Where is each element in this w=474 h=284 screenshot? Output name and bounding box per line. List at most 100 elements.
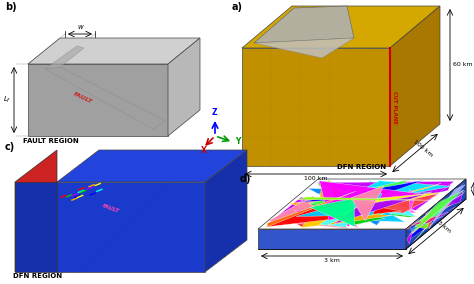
Polygon shape (406, 179, 466, 249)
Text: w: w (77, 24, 83, 30)
Polygon shape (317, 187, 384, 220)
Polygon shape (332, 202, 402, 216)
Text: X: X (201, 146, 207, 155)
Polygon shape (315, 185, 447, 223)
Polygon shape (423, 195, 451, 231)
Text: c): c) (5, 142, 15, 152)
Polygon shape (308, 188, 406, 225)
Polygon shape (297, 197, 432, 200)
Text: a): a) (232, 2, 243, 12)
Text: 3 km: 3 km (436, 220, 452, 234)
Polygon shape (310, 198, 355, 227)
Text: Z: Z (211, 108, 217, 117)
Polygon shape (410, 189, 415, 212)
Polygon shape (296, 203, 394, 220)
Polygon shape (283, 204, 378, 227)
Polygon shape (28, 64, 168, 136)
Polygon shape (294, 209, 426, 217)
Text: Y: Y (235, 137, 240, 146)
Text: FAULT: FAULT (102, 203, 120, 214)
Polygon shape (407, 230, 413, 244)
Text: DFN REGION: DFN REGION (13, 273, 62, 279)
Polygon shape (301, 193, 364, 228)
Polygon shape (336, 184, 436, 225)
Polygon shape (308, 203, 385, 225)
Text: DFN REGION: DFN REGION (337, 164, 387, 170)
Polygon shape (328, 213, 392, 225)
Polygon shape (350, 180, 416, 216)
Polygon shape (45, 46, 84, 69)
Polygon shape (283, 183, 402, 219)
Polygon shape (325, 181, 449, 220)
Polygon shape (423, 193, 464, 217)
Polygon shape (311, 198, 423, 226)
Polygon shape (429, 194, 463, 217)
Polygon shape (427, 191, 465, 215)
Polygon shape (319, 202, 359, 227)
Polygon shape (413, 200, 455, 229)
Polygon shape (268, 196, 348, 229)
Polygon shape (350, 184, 451, 220)
Polygon shape (324, 197, 418, 213)
Polygon shape (325, 181, 452, 210)
Text: FAULT REGION: FAULT REGION (23, 138, 79, 144)
Polygon shape (334, 194, 427, 224)
Polygon shape (364, 183, 441, 204)
Text: b): b) (5, 2, 17, 12)
Polygon shape (298, 180, 424, 202)
Polygon shape (319, 190, 373, 227)
Polygon shape (351, 186, 384, 221)
Polygon shape (413, 199, 453, 233)
Polygon shape (319, 181, 390, 194)
Polygon shape (310, 179, 409, 224)
Polygon shape (373, 197, 428, 204)
Text: d): d) (240, 174, 252, 184)
Text: 100 km: 100 km (412, 139, 434, 158)
Polygon shape (335, 192, 444, 217)
Polygon shape (412, 196, 457, 226)
Polygon shape (45, 67, 166, 129)
Text: $L_f$: $L_f$ (3, 95, 11, 105)
Polygon shape (407, 219, 419, 229)
Polygon shape (323, 211, 357, 222)
Polygon shape (329, 184, 429, 212)
Polygon shape (425, 190, 463, 214)
Polygon shape (410, 216, 443, 231)
Polygon shape (327, 180, 384, 219)
Polygon shape (57, 182, 205, 272)
Polygon shape (368, 195, 381, 218)
Polygon shape (296, 194, 417, 213)
Polygon shape (254, 38, 354, 58)
Polygon shape (300, 199, 359, 228)
Polygon shape (258, 229, 406, 249)
Polygon shape (335, 191, 407, 216)
Polygon shape (412, 183, 464, 244)
Polygon shape (319, 193, 404, 204)
Polygon shape (291, 181, 402, 221)
Polygon shape (267, 191, 356, 227)
Polygon shape (242, 48, 390, 166)
Polygon shape (364, 210, 405, 222)
Text: 60 km: 60 km (453, 62, 473, 68)
Text: 100 km: 100 km (304, 176, 328, 181)
Polygon shape (319, 181, 423, 220)
Polygon shape (15, 182, 57, 272)
Polygon shape (296, 189, 444, 225)
Polygon shape (326, 184, 412, 217)
Polygon shape (318, 183, 336, 203)
Polygon shape (242, 6, 440, 48)
Polygon shape (410, 194, 454, 235)
Polygon shape (309, 204, 419, 217)
Text: FAULT: FAULT (73, 91, 93, 105)
Polygon shape (306, 204, 386, 224)
Polygon shape (316, 181, 455, 210)
Polygon shape (15, 150, 57, 272)
Polygon shape (424, 200, 447, 228)
Polygon shape (337, 191, 403, 197)
Polygon shape (312, 184, 431, 224)
Polygon shape (351, 187, 405, 201)
Polygon shape (265, 199, 401, 227)
Polygon shape (415, 209, 432, 229)
Polygon shape (390, 6, 440, 166)
Polygon shape (410, 206, 456, 239)
